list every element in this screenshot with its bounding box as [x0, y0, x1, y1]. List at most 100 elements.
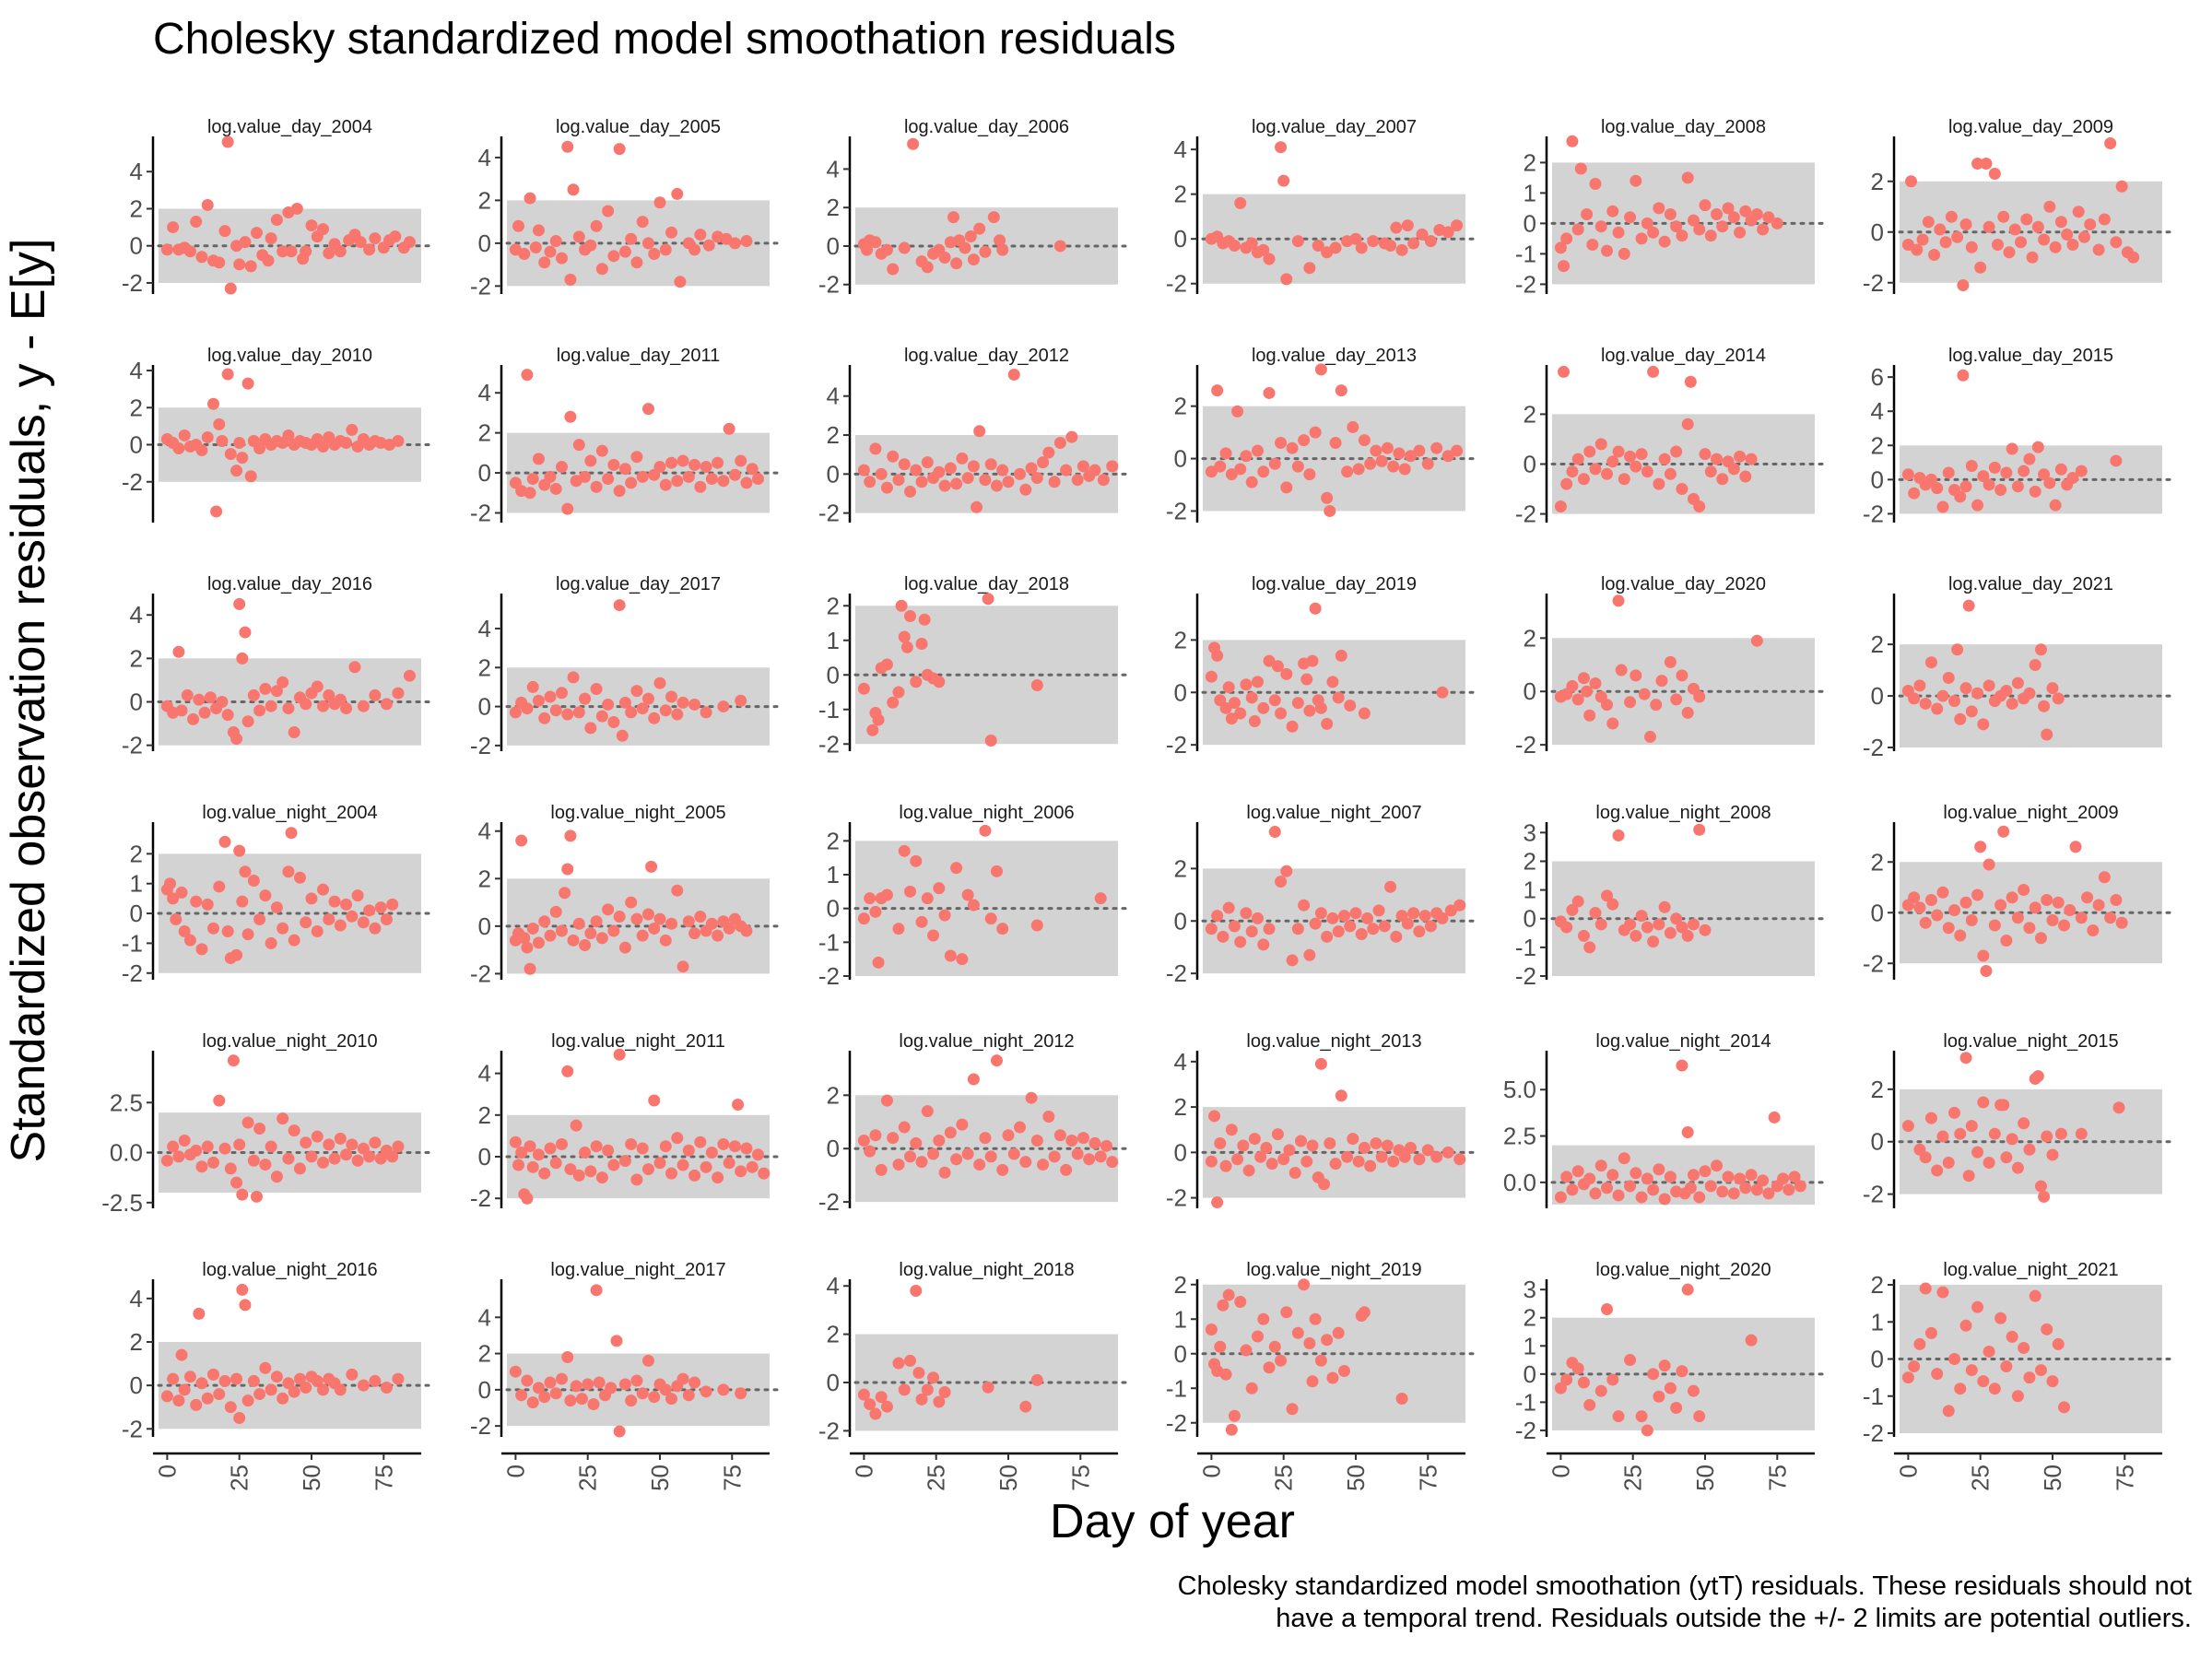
residual-point — [2031, 220, 2044, 233]
residual-point — [2054, 463, 2067, 476]
residual-point — [348, 661, 361, 674]
residual-point — [544, 470, 557, 483]
residual-point — [1965, 1120, 1978, 1133]
residual-point — [1630, 929, 1642, 942]
residual-point — [605, 1382, 618, 1394]
residual-point — [1997, 210, 2010, 223]
residual-point — [880, 658, 893, 671]
facet-label: log.value_day_2010 — [207, 346, 372, 366]
residual-point — [1260, 1141, 1273, 1154]
x-tick-label: 0 — [1547, 1465, 1574, 1477]
residual-point — [230, 1176, 243, 1189]
facet-label: log.value_day_2018 — [904, 574, 1069, 594]
residual-point — [1630, 669, 1642, 682]
y-tick-label: -2 — [470, 732, 491, 759]
residual-point — [1387, 460, 1400, 473]
residual-point — [285, 245, 298, 258]
residual-point — [1687, 918, 1700, 931]
residual-point — [584, 454, 597, 467]
residual-point — [265, 232, 277, 245]
residual-point — [1094, 1150, 1107, 1163]
residual-point — [239, 236, 252, 249]
residual-point — [276, 1112, 289, 1125]
residual-point — [1939, 236, 1952, 249]
y-tick-label: 0 — [827, 895, 840, 923]
residual-point — [898, 630, 911, 643]
residual-point — [247, 688, 260, 701]
residual-point — [1583, 1172, 1596, 1185]
x-tick-label: 75 — [1763, 1465, 1791, 1491]
residual-point — [561, 1351, 574, 1363]
residual-point — [1571, 693, 1584, 706]
residual-point — [512, 1159, 525, 1171]
residual-point — [1303, 1337, 1316, 1349]
residual-point — [564, 1163, 577, 1176]
residual-point — [1314, 701, 1327, 714]
residual-point — [2075, 1127, 2088, 1140]
residual-point — [973, 222, 986, 235]
residual-point — [712, 1171, 724, 1184]
residual-point — [1560, 921, 1573, 934]
y-tick-label: 2 — [130, 194, 143, 222]
y-tick-label: 2 — [130, 644, 143, 672]
residual-point — [971, 500, 983, 513]
y-tick-label: 2 — [1871, 848, 1884, 876]
residual-point — [1641, 465, 1653, 478]
residual-point — [618, 1155, 631, 1168]
residual-point — [250, 227, 263, 240]
y-tick-label: 4 — [827, 155, 840, 182]
facet-label: log.value_night_2017 — [550, 1260, 725, 1280]
residual-point — [1635, 1410, 1648, 1423]
y-tick-label: 0 — [1871, 1346, 1884, 1373]
residual-point — [1263, 386, 1276, 399]
residual-point — [990, 479, 1003, 492]
residual-point — [1309, 1312, 1322, 1325]
residual-point — [529, 241, 542, 254]
residual-point — [1205, 465, 1218, 478]
residual-point — [1309, 917, 1322, 930]
residual-point — [1699, 448, 1712, 461]
residual-point — [875, 1391, 888, 1404]
residual-point — [282, 1152, 295, 1165]
residual-point — [250, 1190, 263, 1203]
residual-point — [1245, 925, 1258, 938]
residual-point — [996, 464, 1009, 477]
y-tick-label: -1 — [818, 696, 840, 724]
residual-point — [579, 1146, 592, 1159]
residual-point — [630, 685, 643, 698]
residual-point — [1436, 912, 1449, 924]
residual-point — [526, 1396, 539, 1409]
residual-point — [892, 1159, 905, 1171]
y-tick-label: -2 — [1166, 731, 1187, 759]
residual-point — [1957, 279, 1970, 291]
y-tick-label: 2 — [1524, 400, 1536, 428]
residual-point — [872, 713, 885, 726]
facet-label: log.value_night_2018 — [899, 1260, 1074, 1280]
y-tick-label: 0 — [1174, 1340, 1187, 1368]
residual-point — [2046, 1375, 2059, 1388]
residual-point — [1601, 244, 1614, 257]
residual-point — [328, 1152, 341, 1165]
residual-point — [346, 423, 359, 436]
residual-point — [233, 437, 246, 449]
residual-point — [572, 1169, 585, 1182]
residual-point — [1983, 858, 1995, 871]
residual-point — [247, 1374, 260, 1387]
residual-point — [241, 377, 254, 390]
residual-point — [984, 912, 997, 925]
residual-point — [2011, 1161, 2024, 1174]
residual-point — [1228, 920, 1241, 933]
residual-point — [1693, 823, 1706, 836]
residual-point — [1390, 221, 1403, 234]
residual-point — [979, 474, 992, 487]
residual-point — [538, 1391, 551, 1404]
residual-point — [613, 599, 626, 612]
y-tick-label: -1 — [1863, 1382, 1884, 1410]
residual-point — [705, 473, 718, 486]
residual-point — [357, 1379, 370, 1392]
residual-point — [987, 211, 1000, 224]
residual-point — [1245, 1382, 1258, 1394]
residual-point — [253, 1123, 266, 1135]
facet-panel: log.value_night_2021 -2 -1 0 1 2 0 25 50 75 — [1863, 1260, 2173, 1491]
residual-point — [1225, 712, 1238, 725]
